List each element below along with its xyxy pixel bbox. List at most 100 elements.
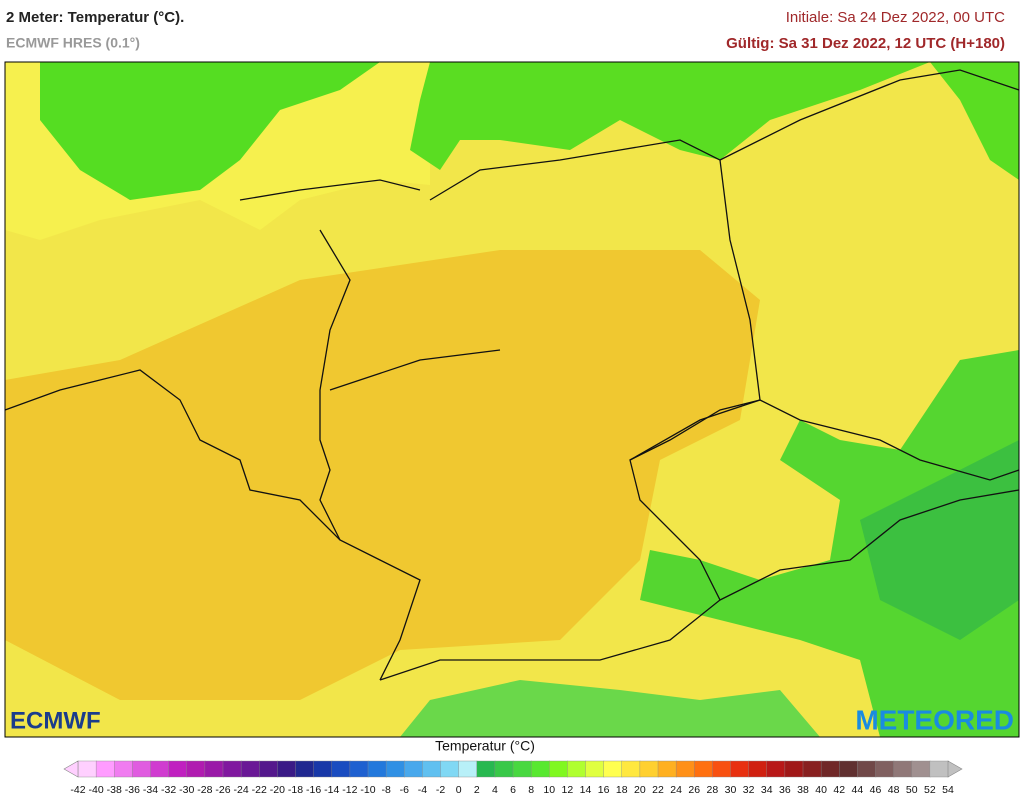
legend-tick-label: 44 — [852, 784, 864, 796]
valid-time: Gültig: Sa 31 Dez 2022, 12 UTC (H+180) — [726, 35, 1005, 52]
legend-tick-label: -4 — [418, 784, 427, 796]
legend-tick-label: 50 — [906, 784, 918, 796]
legend-tick-label: -16 — [306, 784, 321, 796]
legend-swatch — [240, 760, 260, 778]
legend-tick-label: 10 — [543, 784, 555, 796]
legend-tick-label: -42 — [70, 784, 85, 796]
legend-tick-label: -20 — [270, 784, 285, 796]
legend-swatch — [204, 760, 224, 778]
legend-swatch — [114, 760, 134, 778]
legend-tick-label: -6 — [400, 784, 409, 796]
legend-swatch — [766, 760, 786, 778]
legend-swatch — [857, 760, 877, 778]
legend-arrow-high — [947, 760, 963, 778]
legend-tick-label: 4 — [492, 784, 498, 796]
baltic-east — [930, 62, 1019, 180]
legend-swatch — [168, 760, 188, 778]
model: ECMWF HRES (0.1°) — [6, 35, 140, 51]
legend-swatch — [458, 760, 478, 778]
legend-arrow-low — [63, 760, 79, 778]
legend-swatch — [512, 760, 532, 778]
legend: -42 -40 -38 -36 -34 -32 -30 -28 -26 -24 -22 -20 -18-… — [63, 760, 963, 796]
legend-tick-label: -28 — [197, 784, 212, 796]
legend-tick-label: 38 — [797, 784, 809, 796]
legend-tick-label: 42 — [833, 784, 845, 796]
legend-swatch — [150, 760, 170, 778]
legend-swatch — [313, 760, 333, 778]
east-green — [640, 350, 1019, 737]
legend-tick-label: 32 — [743, 784, 755, 796]
logo-meteored: METEORED — [855, 704, 1014, 735]
legend-tick-label: -24 — [234, 784, 249, 796]
legend-swatch — [95, 760, 115, 778]
legend-tick-label: -36 — [125, 784, 140, 796]
legend-swatch — [694, 760, 714, 778]
alps — [400, 680, 820, 737]
legend-tick-label: -8 — [381, 784, 390, 796]
legend-swatch — [585, 760, 605, 778]
legend-swatch — [730, 760, 750, 778]
borders — [4, 69, 1020, 681]
legend-swatch — [802, 760, 822, 778]
legend-tick-label: 12 — [562, 784, 574, 796]
legend-tick-label: -34 — [143, 784, 158, 796]
legend-tick-label: 2 — [474, 784, 480, 796]
legend-swatch — [549, 760, 569, 778]
legend-tick-label: 28 — [707, 784, 719, 796]
legend-swatch — [476, 760, 496, 778]
legend-tick-label: 46 — [870, 784, 882, 796]
legend-tick-label: -22 — [252, 784, 267, 796]
legend-swatch — [911, 760, 931, 778]
legend-tick-label: -14 — [324, 784, 339, 796]
legend-swatch — [295, 760, 315, 778]
legend-swatch — [784, 760, 804, 778]
north-sea — [40, 62, 380, 200]
legend-swatch — [567, 760, 587, 778]
legend-swatch — [639, 760, 659, 778]
legend-swatch — [621, 760, 641, 778]
legend-tick-label: -30 — [179, 784, 194, 796]
legend-tick-label: -38 — [107, 784, 122, 796]
legend-swatch — [839, 760, 859, 778]
legend-tick-label: 26 — [688, 784, 700, 796]
warm-core — [5, 250, 760, 700]
legend-tick-label: -2 — [436, 784, 445, 796]
legend-swatch — [422, 760, 442, 778]
legend-tick-label: 30 — [725, 784, 737, 796]
legend-tick-label: 0 — [456, 784, 462, 796]
legend-swatch — [222, 760, 242, 778]
legend-swatch — [603, 760, 623, 778]
legend-tick-label: -32 — [161, 784, 176, 796]
legend-swatch — [367, 760, 387, 778]
legend-swatch — [404, 760, 424, 778]
legend-tick-label: -26 — [215, 784, 230, 796]
legend-swatch — [675, 760, 695, 778]
legend-swatch — [440, 760, 460, 778]
init-time: Initiale: Sa 24 Dez 2022, 00 UTC — [786, 9, 1005, 26]
map: ECMWF METEORED — [4, 61, 1020, 738]
legend-swatch — [820, 760, 840, 778]
legend-tick-label: 8 — [528, 784, 534, 796]
legend-swatch — [349, 760, 369, 778]
legend-swatch — [331, 760, 351, 778]
legend-tick-label: 24 — [670, 784, 682, 796]
legend-tick-label: 18 — [616, 784, 628, 796]
legend-swatch — [712, 760, 732, 778]
legend-tick-label: 16 — [598, 784, 610, 796]
legend-tick-label: 36 — [779, 784, 791, 796]
legend-tick-label: 20 — [634, 784, 646, 796]
legend-swatch — [186, 760, 206, 778]
baltic — [410, 62, 930, 170]
legend-tick-label: -18 — [288, 784, 303, 796]
legend-swatch — [748, 760, 768, 778]
legend-tick-label: -10 — [360, 784, 375, 796]
title: 2 Meter: Temperatur (°C). — [6, 9, 184, 26]
legend-tick-label: 52 — [924, 784, 936, 796]
legend-tick-label: -40 — [89, 784, 104, 796]
legend-swatch — [929, 760, 949, 778]
legend-swatch — [77, 760, 97, 778]
legend-swatch — [893, 760, 913, 778]
legend-tick-label: 6 — [510, 784, 516, 796]
